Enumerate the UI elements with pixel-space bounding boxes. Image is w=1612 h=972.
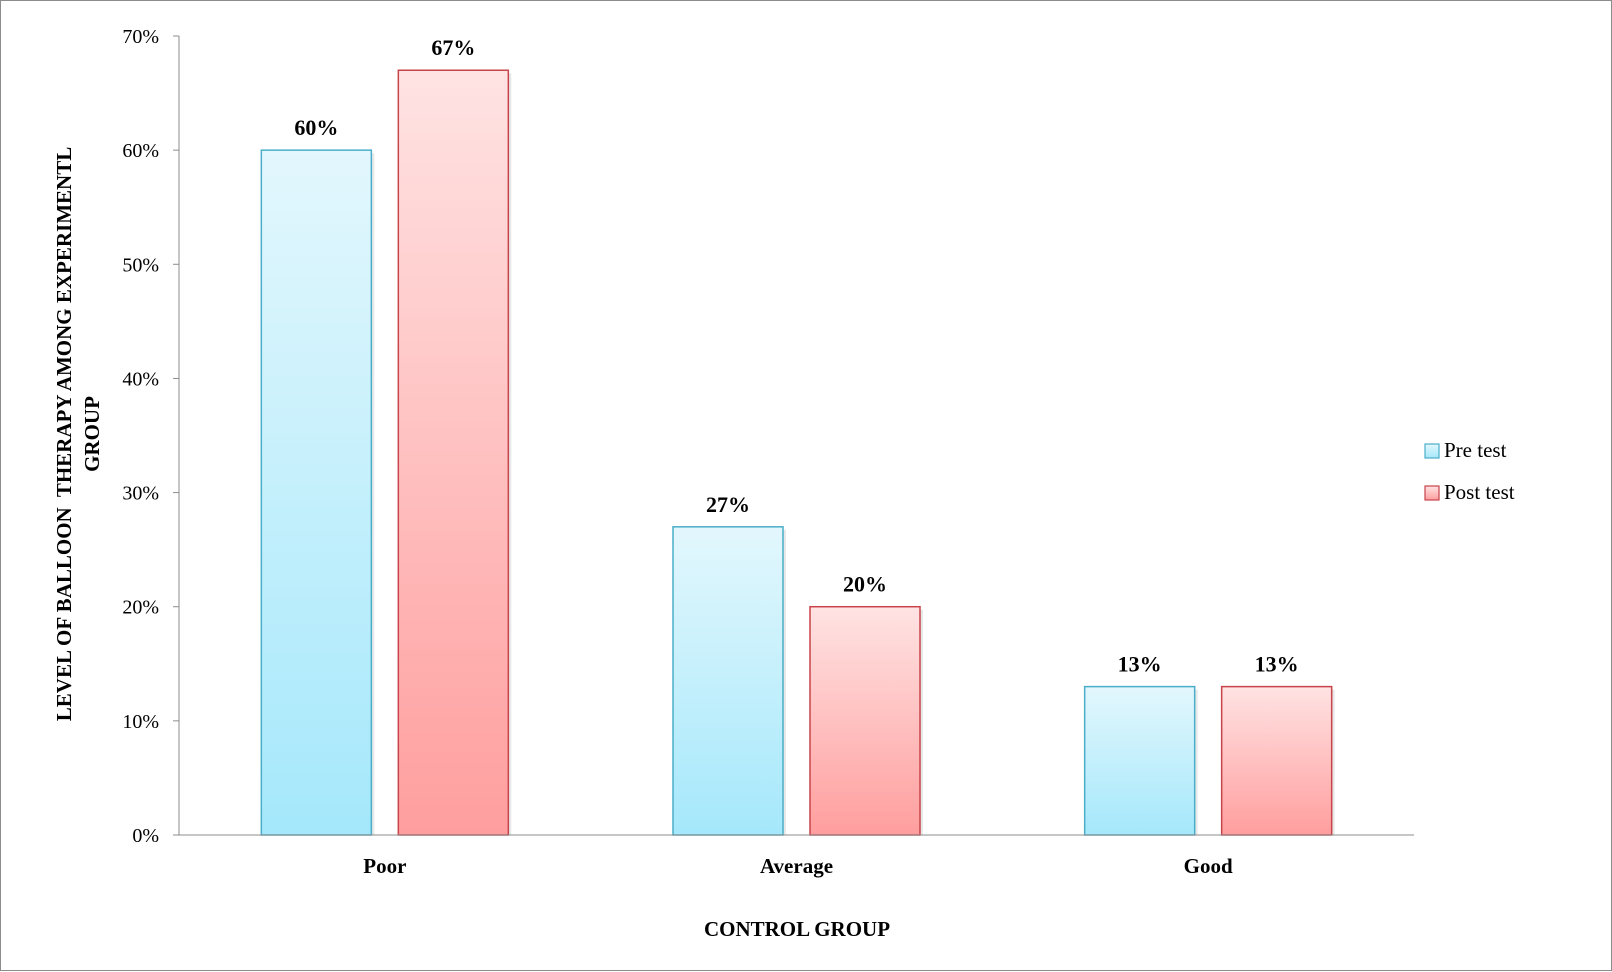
category-labels: Poor Average Good (363, 854, 1233, 878)
data-label: 60% (294, 115, 338, 140)
y-tick-label: 20% (122, 597, 159, 619)
data-label: 27% (706, 492, 750, 517)
y-tick-label: 50% (122, 254, 159, 276)
legend-swatch (1424, 485, 1440, 501)
y-tick-label: 70% (122, 26, 159, 48)
x-axis-title: CONTROL GROUP (704, 917, 890, 941)
category-label-average: Average (760, 854, 833, 878)
bar-post-test-poor (397, 69, 510, 836)
bar-pre-test-good (1083, 685, 1196, 836)
y-axis-ticks: 0% 10% 20% 30% 40% 50% 60% 70% (122, 26, 179, 847)
bar-pre-test-poor (260, 149, 373, 836)
legend: Pre test Post test (1424, 438, 1515, 504)
y-tick-label: 40% (122, 368, 159, 390)
data-label: 67% (431, 35, 475, 60)
bar-post-test-average (809, 605, 921, 836)
bar-post-test-good (1220, 685, 1333, 836)
category-label-good: Good (1184, 854, 1233, 878)
y-tick-label: 10% (122, 711, 159, 733)
bar-pre-test-average (672, 526, 784, 836)
data-label: 13% (1255, 652, 1299, 677)
legend-entry: Post test (1444, 480, 1515, 504)
y-tick-label: 0% (132, 825, 159, 847)
y-tick-label: 30% (122, 483, 159, 505)
legend-swatch (1424, 443, 1440, 459)
data-labels: 60% 67% 27% 20% 13% 13% (294, 35, 1298, 676)
category-label-poor: Poor (363, 854, 406, 878)
y-tick-label: 60% (122, 140, 159, 162)
y-axis-title-line-2: GROUP (80, 396, 104, 472)
data-label: 13% (1118, 652, 1162, 677)
y-axis-title-line-1: LEVEL OF BALLOON THERAPY AMONG EXPERIMEN… (52, 147, 76, 721)
y-axis-title: LEVEL OF BALLOON THERAPY AMONG EXPERIMEN… (52, 147, 104, 721)
legend-entry: Pre test (1444, 438, 1507, 462)
bars (260, 69, 1335, 836)
axes (178, 36, 1414, 836)
data-label: 20% (843, 572, 887, 597)
